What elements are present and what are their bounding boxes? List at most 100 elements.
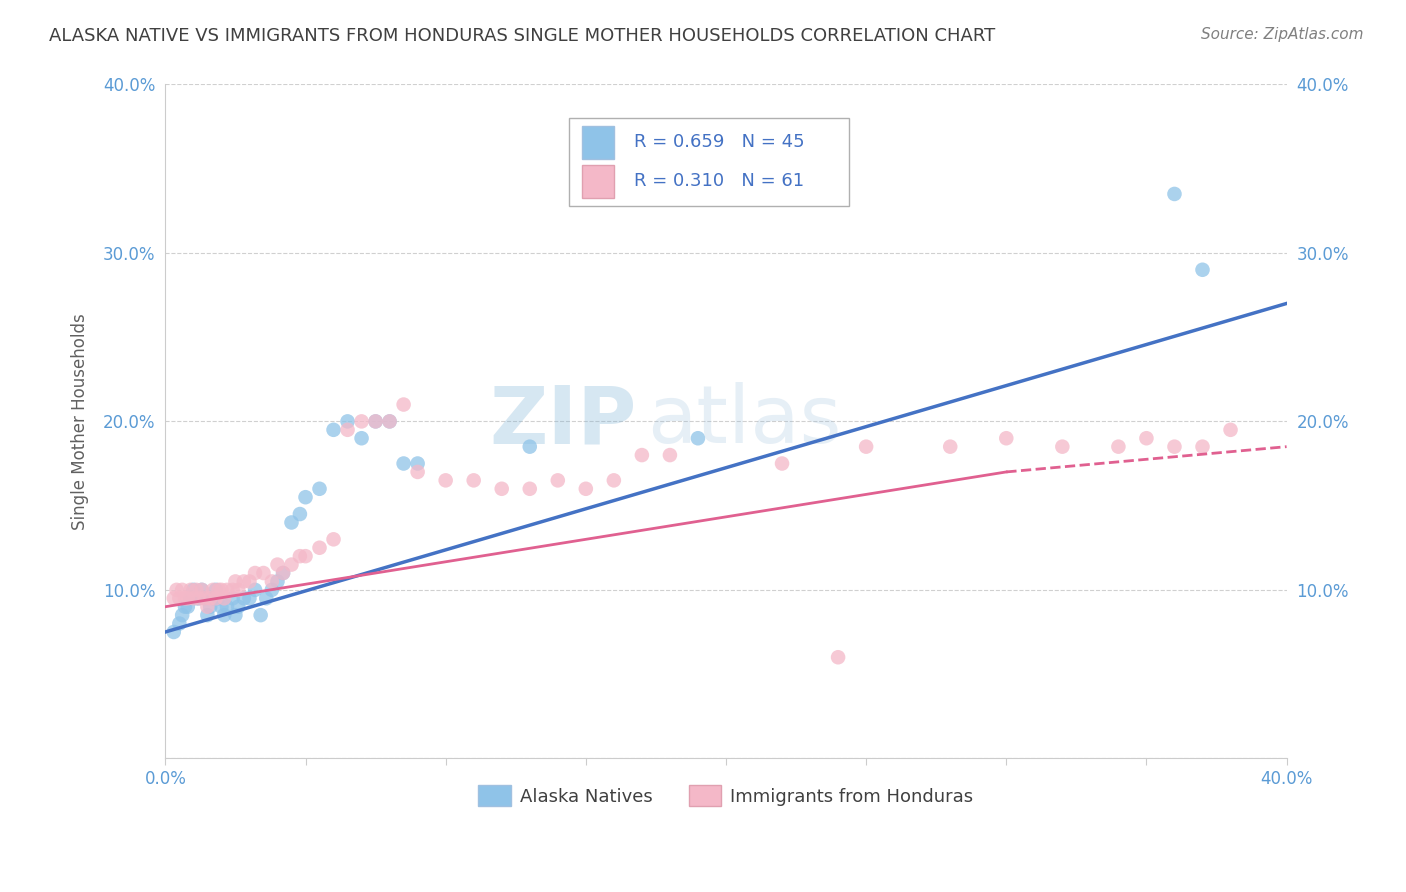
Point	[183, 582, 205, 597]
Point	[392, 398, 415, 412]
Point	[575, 482, 598, 496]
Point	[172, 608, 194, 623]
Point	[603, 474, 626, 488]
Point	[271, 566, 294, 580]
Point	[288, 507, 311, 521]
Point	[308, 541, 330, 555]
Point	[686, 431, 709, 445]
Point	[221, 582, 243, 597]
Point	[169, 616, 191, 631]
Point	[406, 465, 429, 479]
Point	[350, 414, 373, 428]
Text: R = 0.659   N = 45: R = 0.659 N = 45	[634, 134, 804, 152]
Point	[172, 582, 194, 597]
Point	[243, 582, 266, 597]
Point	[180, 582, 202, 597]
Point	[186, 582, 208, 597]
Point	[350, 431, 373, 445]
Point	[1191, 440, 1213, 454]
Point	[226, 599, 249, 614]
Point	[191, 582, 214, 597]
Point	[995, 431, 1018, 445]
Point	[197, 608, 219, 623]
Point	[197, 599, 219, 614]
Point	[519, 440, 541, 454]
Point	[827, 650, 849, 665]
Point	[266, 558, 288, 572]
Point	[177, 599, 200, 614]
Point	[519, 482, 541, 496]
Point	[631, 448, 654, 462]
Point	[280, 516, 302, 530]
Point	[254, 591, 277, 606]
Point	[1135, 431, 1157, 445]
Point	[547, 474, 569, 488]
Point	[294, 549, 316, 564]
Point	[180, 591, 202, 606]
Point	[271, 566, 294, 580]
Point	[288, 549, 311, 564]
Point	[308, 482, 330, 496]
Point	[174, 591, 197, 606]
Point	[322, 533, 344, 547]
Point	[221, 591, 243, 606]
Point	[194, 591, 217, 606]
Point	[658, 448, 681, 462]
Point	[169, 591, 191, 606]
Point	[378, 414, 401, 428]
Point	[260, 582, 283, 597]
Text: ALASKA NATIVE VS IMMIGRANTS FROM HONDURAS SINGLE MOTHER HOUSEHOLDS CORRELATION C: ALASKA NATIVE VS IMMIGRANTS FROM HONDURA…	[49, 27, 995, 45]
Point	[336, 423, 359, 437]
Point	[1107, 440, 1129, 454]
Point	[201, 582, 224, 597]
Text: Source: ZipAtlas.com: Source: ZipAtlas.com	[1201, 27, 1364, 42]
Text: ZIP: ZIP	[489, 383, 637, 460]
Point	[226, 582, 249, 597]
Point	[204, 582, 226, 597]
Point	[163, 625, 186, 640]
Point	[1052, 440, 1074, 454]
Point	[163, 591, 186, 606]
Point	[378, 414, 401, 428]
Point	[1219, 423, 1241, 437]
Point	[209, 599, 232, 614]
Bar	[582, 127, 614, 159]
Point	[406, 457, 429, 471]
Point	[188, 591, 211, 606]
Point	[232, 591, 254, 606]
Point	[1163, 186, 1185, 201]
Point	[392, 457, 415, 471]
Point	[224, 608, 246, 623]
Point	[186, 591, 208, 606]
Legend: Alaska Natives, Immigrants from Honduras: Alaska Natives, Immigrants from Honduras	[471, 778, 981, 814]
Point	[215, 599, 238, 614]
Point	[364, 414, 387, 428]
Point	[1163, 440, 1185, 454]
Point	[770, 457, 793, 471]
Point	[260, 574, 283, 589]
Point	[166, 582, 188, 597]
Point	[177, 591, 200, 606]
Point	[336, 414, 359, 428]
Point	[201, 591, 224, 606]
Point	[212, 608, 235, 623]
Point	[191, 582, 214, 597]
Point	[194, 591, 217, 606]
Point	[212, 591, 235, 606]
Point	[322, 423, 344, 437]
Point	[238, 591, 260, 606]
Text: atlas: atlas	[648, 383, 842, 460]
Point	[174, 599, 197, 614]
Point	[224, 574, 246, 589]
Point	[252, 566, 274, 580]
Point	[183, 591, 205, 606]
Point	[1191, 262, 1213, 277]
Point	[188, 591, 211, 606]
Point	[238, 574, 260, 589]
Bar	[582, 165, 614, 198]
Point	[243, 566, 266, 580]
Y-axis label: Single Mother Households: Single Mother Households	[72, 313, 89, 530]
Point	[939, 440, 962, 454]
Point	[200, 599, 222, 614]
Point	[204, 591, 226, 606]
